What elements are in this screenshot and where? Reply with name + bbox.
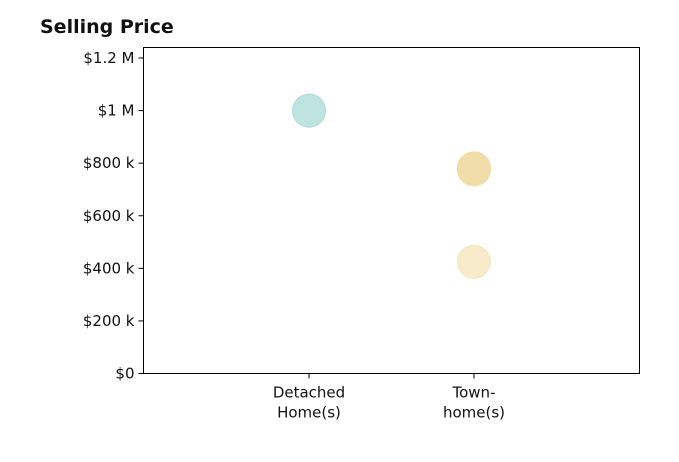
data-point <box>457 152 491 187</box>
x-tick-label: Town- <box>452 384 496 402</box>
y-tick-label: $400 k <box>83 259 135 277</box>
x-axis: Detached Home(s) Town-home(s) <box>273 373 505 422</box>
chart-title: Selling Price <box>40 16 174 38</box>
y-tick-label: $1.2 M <box>83 49 134 67</box>
x-tick-label: home(s) <box>443 404 505 422</box>
x-tick-label: Detached <box>273 384 345 402</box>
data-point <box>292 93 326 128</box>
y-tick-label: $600 k <box>83 207 135 225</box>
x-tick-label: Home(s) <box>277 404 341 422</box>
y-tick-label: $1 M <box>98 102 135 120</box>
y-axis: $0 $200 k $400 k $600 k $800 k $1 M $1.2 M <box>83 49 144 383</box>
y-tick-label: $0 <box>115 365 134 383</box>
y-tick-label: $200 k <box>83 312 135 330</box>
plot-frame <box>143 47 640 374</box>
data-point <box>457 244 491 279</box>
y-tick-label: $800 k <box>83 154 135 172</box>
data-points <box>292 93 491 279</box>
